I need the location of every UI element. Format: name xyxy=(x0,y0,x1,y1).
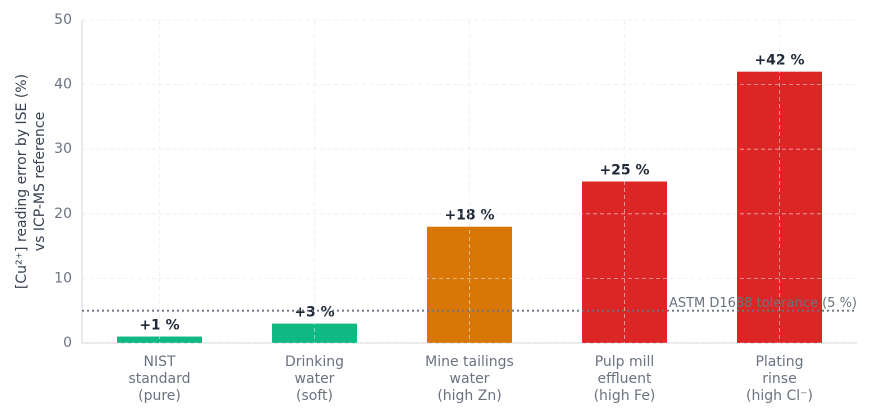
y-axis-label-line: [Cu²⁺] reading error by ISE (%) xyxy=(14,74,30,289)
y-tick-label: 10 xyxy=(54,270,72,286)
x-tick-label: NIST standard (pure) xyxy=(128,354,190,404)
bar xyxy=(737,71,822,344)
x-tick-label-line: Drinking xyxy=(285,354,344,370)
x-tick-label: Plating rinse (high Cl⁻) xyxy=(746,354,813,404)
x-tick-label-line: (soft) xyxy=(296,388,333,404)
x-tick-label-line: standard xyxy=(128,371,190,387)
x-tick-label-line: (high Fe) xyxy=(594,388,656,404)
y-axis-label-line: vs ICP-MS reference xyxy=(32,112,48,251)
x-tick-label-line: effluent xyxy=(598,371,653,387)
x-tick-label-line: Mine tailings xyxy=(425,354,514,370)
value-label: +1 % xyxy=(139,318,179,334)
value-label: +18 % xyxy=(444,208,494,224)
reference-label: ASTM D1688 tolerance (5 %) xyxy=(669,296,857,311)
x-tick-label: Pulp mill effluent (high Fe) xyxy=(594,354,656,404)
y-tick-label: 40 xyxy=(54,77,72,93)
y-axis-label: [Cu²⁺] reading error by ISE (%) vs ICP-MS… xyxy=(14,74,48,289)
x-tick-label-line: NIST xyxy=(143,354,175,370)
y-tick-label: 50 xyxy=(54,12,72,28)
x-tick-label-line: Pulp mill xyxy=(595,354,655,370)
x-tick-label: Drinking water (soft) xyxy=(285,354,344,404)
y-tick-label: 0 xyxy=(63,335,72,351)
x-tick-label-line: (high Cl⁻) xyxy=(746,388,813,404)
x-tick-label: Mine tailings water (high Zn) xyxy=(425,354,514,404)
bar xyxy=(272,323,357,343)
x-tick-label-line: (pure) xyxy=(138,388,181,404)
value-label: +42 % xyxy=(754,53,804,69)
x-tick-label-line: water xyxy=(295,371,335,387)
value-label: +3 % xyxy=(294,305,334,321)
y-tick-label: 20 xyxy=(54,206,72,222)
bar xyxy=(117,336,202,343)
x-tick-label-line: water xyxy=(450,371,490,387)
x-tick-label-line: (high Zn) xyxy=(437,388,501,404)
x-tick-label-line: rinse xyxy=(762,371,796,387)
y-tick-label: 30 xyxy=(54,141,72,157)
x-tick-label-line: Plating xyxy=(755,354,803,370)
